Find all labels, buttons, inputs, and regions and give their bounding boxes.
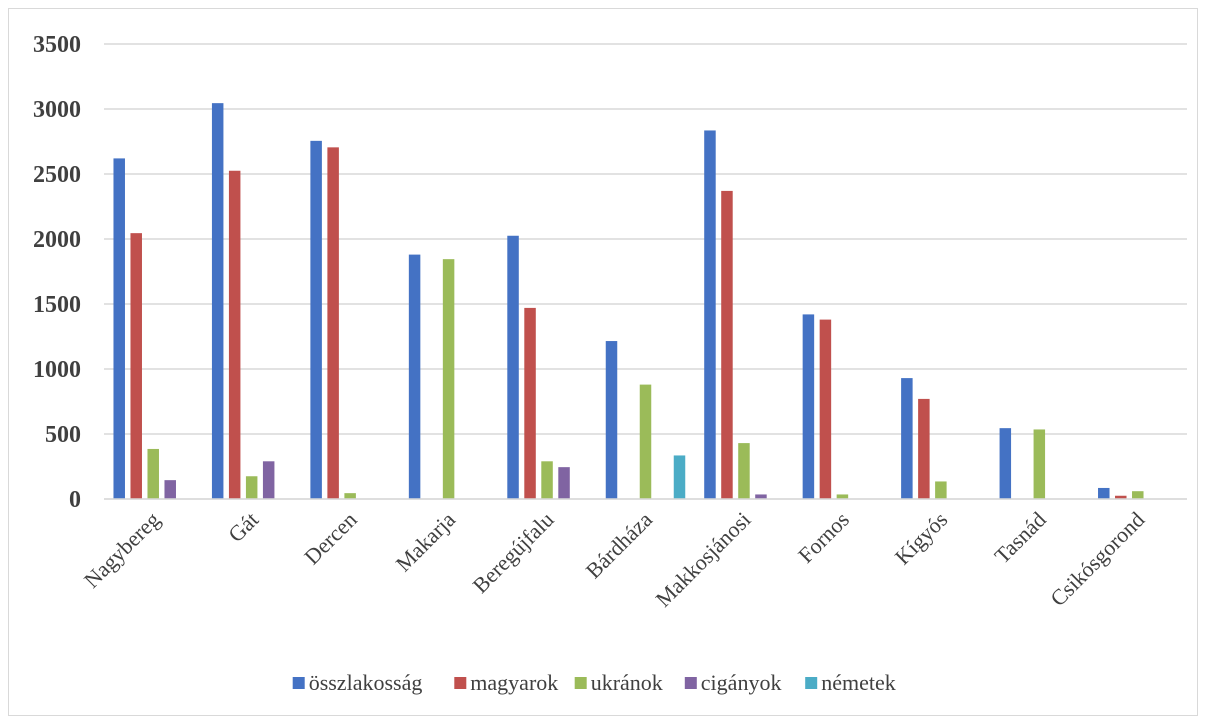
y-tick-label: 500 bbox=[45, 422, 81, 448]
bar-magyarok-Kígyós bbox=[918, 398, 930, 499]
x-tick-label: Makarja bbox=[391, 507, 461, 577]
x-tick-label: Dercen bbox=[299, 507, 362, 570]
bar-magyarok-Dercen bbox=[327, 147, 339, 499]
bar-összlakosság-Bárdháza bbox=[605, 341, 618, 499]
x-tick-label: Gát bbox=[223, 507, 263, 547]
bar-ukránok-Fornos bbox=[836, 494, 849, 499]
x-tick-label: Bárdháza bbox=[581, 507, 658, 584]
bar-cigányok-Makkosjánosi bbox=[755, 494, 767, 499]
bar-ukránok-Gát bbox=[245, 476, 258, 499]
bar-ukránok-Makkosjánosi bbox=[738, 443, 750, 499]
y-tick-label: 2000 bbox=[33, 227, 81, 253]
legend-label: ukránok bbox=[591, 670, 663, 695]
y-tick-label: 3500 bbox=[33, 32, 81, 58]
bar-ukránok-Makarja bbox=[442, 259, 455, 499]
bar-összlakosság-Fornos bbox=[802, 314, 815, 499]
bar-magyarok-Beregújfalu bbox=[524, 307, 536, 499]
legend-label: magyarok bbox=[470, 670, 558, 695]
y-tick-label: 3000 bbox=[33, 97, 81, 123]
bar-cigányok-Nagybereg bbox=[164, 480, 176, 499]
x-tick-label: Beregújfalu bbox=[467, 507, 558, 598]
legend-swatch-összlakosság bbox=[292, 677, 305, 689]
legend-swatch-németek bbox=[805, 677, 818, 689]
y-tick-label: 1000 bbox=[33, 357, 81, 383]
legend-label: cigányok bbox=[701, 670, 782, 695]
bar-ukránok-Tasnád bbox=[1033, 429, 1046, 499]
bar-ukránok-Nagybereg bbox=[147, 448, 159, 499]
legend-label: összlakosság bbox=[309, 670, 423, 695]
x-tick-label: Csikósgorond bbox=[1045, 507, 1149, 611]
bar-ukránok-Csikósgorond bbox=[1132, 491, 1144, 499]
bar-magyarok-Csikósgorond bbox=[1115, 495, 1127, 499]
y-tick-label: 0 bbox=[69, 487, 81, 513]
bar-összlakosság-Csikósgorond bbox=[1098, 487, 1110, 499]
bar-összlakosság-Kígyós bbox=[901, 378, 913, 499]
bar-összlakosság-Nagybereg bbox=[113, 158, 125, 499]
bar-összlakosság-Makkosjánosi bbox=[704, 130, 716, 499]
bar-összlakosság-Makarja bbox=[408, 254, 421, 499]
legend-swatch-cigányok bbox=[684, 677, 697, 689]
x-tick-label: Nagybereg bbox=[79, 507, 165, 593]
y-tick-label: 2500 bbox=[33, 162, 81, 188]
bar-ukránok-Kígyós bbox=[935, 481, 947, 499]
x-tick-label: Kígyós bbox=[890, 507, 953, 570]
chart-frame: 0 500 1000 1500 2000 2500 3000 3500 Nagybereg Gát… bbox=[8, 8, 1198, 716]
bar-ukránok-Dercen bbox=[344, 493, 356, 499]
x-tick-label: Makkosjánosi bbox=[651, 507, 756, 612]
bar-összlakosság-Gát bbox=[211, 103, 224, 500]
x-tick-label: Fornos bbox=[793, 507, 854, 568]
legend-label: németek bbox=[821, 670, 896, 695]
bar-cigányok-Gát bbox=[262, 461, 275, 499]
bar-magyarok-Nagybereg bbox=[130, 233, 142, 499]
y-tick-label: 1500 bbox=[33, 292, 81, 318]
bar-összlakosság-Tasnád bbox=[999, 428, 1012, 499]
bar-ukránok-Beregújfalu bbox=[541, 461, 553, 499]
bar-németek-Bárdháza bbox=[673, 455, 686, 499]
bar-magyarok-Gát bbox=[228, 170, 241, 499]
x-tick-label: Tasnád bbox=[989, 507, 1051, 569]
bar-összlakosság-Dercen bbox=[310, 140, 322, 499]
bar-magyarok-Fornos bbox=[819, 319, 832, 499]
bar-chart: 0 500 1000 1500 2000 2500 3000 3500 Nagybereg Gát… bbox=[33, 32, 1187, 695]
bar-összlakosság-Beregújfalu bbox=[507, 235, 519, 499]
bar-cigányok-Beregújfalu bbox=[558, 467, 570, 499]
bar-ukránok-Bárdháza bbox=[639, 384, 652, 499]
legend-swatch-ukránok bbox=[574, 677, 587, 689]
legend-swatch-magyarok bbox=[454, 677, 467, 689]
bar-magyarok-Makkosjánosi bbox=[721, 190, 733, 499]
